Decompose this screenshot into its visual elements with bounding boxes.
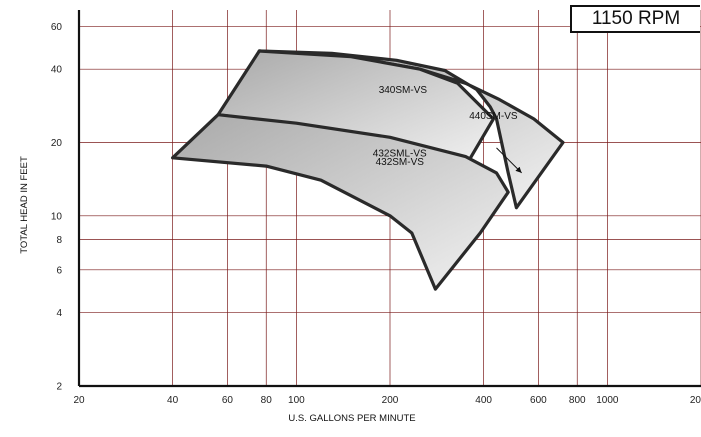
x-tick-label: 200 [382,395,399,406]
y-tick-label: 8 [56,235,62,246]
chart-title: 1150 RPM [591,8,681,29]
region-label-432sm-vs: 432SM-VS [376,157,425,168]
region-label-432sml-vs: 432SML-VS [373,149,427,160]
region-432sml-vs [171,113,510,291]
region-label-340sm-vs: 340SM-VS [379,85,428,96]
x-axis-label: U.S. GALLONS PER MINUTE [288,413,415,424]
x-tick-label: 40 [167,395,179,406]
x-tick-label: 2000 [690,395,701,406]
x-tick-label: 800 [569,395,586,406]
tick-labels: 20 40 60 80 100 200 400 600 800 1000 2000 2 4 6 8 10 20 4… [51,22,701,406]
x-tick-label: 600 [530,395,547,406]
y-tick-label: 4 [56,308,62,319]
y-tick-label: 2 [56,382,62,393]
x-tick-label: 80 [261,395,273,406]
y-tick-label: 6 [56,265,62,276]
y-tick-label: 20 [51,138,63,149]
y-tick-label: 40 [51,65,63,76]
region-label-440sm-vs: 440SM-VS [469,111,518,122]
x-tick-label: 1000 [596,395,619,406]
rpm-title-box: 1150 RPM [570,5,700,33]
x-tick-label: 400 [475,395,492,406]
y-tick-label: 60 [51,22,63,33]
y-tick-label: 10 [51,211,63,222]
pump-regions [171,49,565,291]
x-tick-label: 60 [222,395,234,406]
annotation-arrow [496,147,522,174]
x-tick-label: 20 [73,395,85,406]
y-axis-label: TOTAL HEAD IN FEET [19,156,30,254]
axes [77,10,701,388]
x-tick-label: 100 [288,395,305,406]
